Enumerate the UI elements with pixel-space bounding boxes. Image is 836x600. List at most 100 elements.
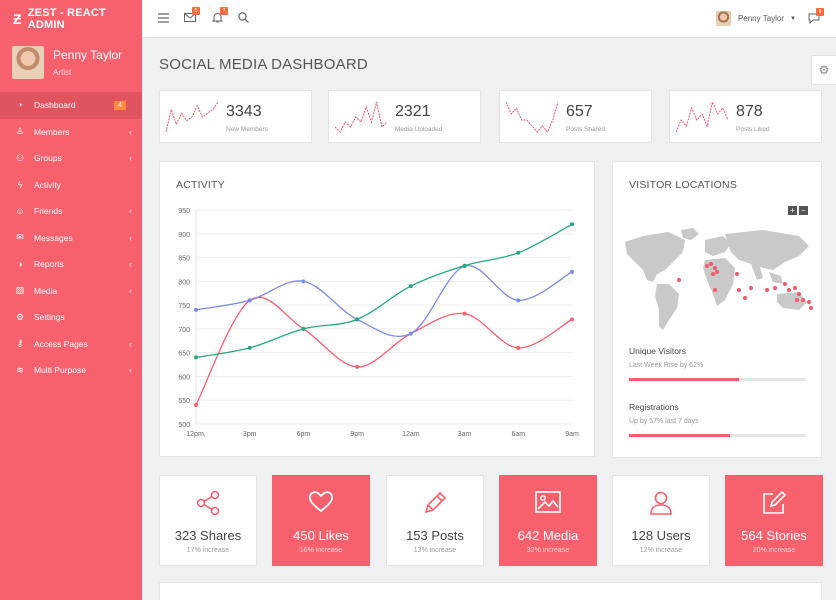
world-map[interactable] xyxy=(613,222,823,342)
data-point[interactable] xyxy=(570,317,574,322)
profile-role: Artist xyxy=(53,68,72,77)
sidebar-item-label: Groups xyxy=(34,153,62,164)
sidebar: Ƶ ZEST - REACT ADMIN Penny Taylor Artist… xyxy=(0,0,142,600)
data-point[interactable] xyxy=(301,279,306,284)
progress-fill xyxy=(629,434,730,437)
social-card-user[interactable]: 128 Users 12% increase xyxy=(612,475,710,566)
stat-label: Media Uploaded xyxy=(395,126,443,133)
social-value: 153 Posts xyxy=(406,528,464,543)
stat-card-media-uploaded[interactable]: 2321 Media Uploaded xyxy=(328,90,481,143)
social-card-image[interactable]: 642 Media 32% increase xyxy=(499,475,597,566)
data-point[interactable] xyxy=(570,269,574,274)
x-tick-label: 6am xyxy=(511,431,525,438)
social-card-heart[interactable]: 450 Likes 16% increase xyxy=(272,475,370,566)
sidebar-item-messages[interactable]: ✉ Messages ‹ xyxy=(0,225,142,252)
y-tick-label: 800 xyxy=(178,279,190,286)
social-card-share[interactable]: 323 Shares 17% increase xyxy=(159,475,257,566)
sidebar-item-friends[interactable]: ☺ Friends ‹ xyxy=(0,198,142,225)
zoom-in-button[interactable]: + xyxy=(788,206,797,215)
bell-icon[interactable]: 7 xyxy=(211,7,228,26)
chat-badge: 9 xyxy=(816,8,824,16)
visitor-title: VISITOR LOCATIONS xyxy=(629,179,738,191)
series-line-1 xyxy=(195,265,573,338)
brand-name: ZEST - REACT ADMIN xyxy=(27,7,106,31)
x-tick-label: 9pm xyxy=(350,431,364,438)
data-point[interactable] xyxy=(516,345,521,350)
activity-chart: 500 550 600 650 700 750 800 850 900 950 12pm, 3pm 6p… xyxy=(178,208,579,438)
sparkline xyxy=(335,101,387,133)
data-point[interactable] xyxy=(355,317,360,322)
social-value: 128 Users xyxy=(631,528,691,543)
data-point[interactable] xyxy=(194,402,198,407)
edit-icon xyxy=(726,490,822,516)
data-point[interactable] xyxy=(462,263,467,268)
data-point[interactable] xyxy=(516,298,521,303)
data-point[interactable] xyxy=(194,307,198,312)
caret-down-icon: ▼ xyxy=(790,15,796,22)
sidebar-item-groups[interactable]: ⚇ Groups ‹ xyxy=(0,145,142,172)
stat-card-posts-shared[interactable]: 657 Posts Shared xyxy=(499,90,652,143)
brand[interactable]: Ƶ ZEST - REACT ADMIN xyxy=(0,0,142,38)
data-point[interactable] xyxy=(516,250,521,255)
x-tick-label: 3pm xyxy=(243,431,257,438)
data-point[interactable] xyxy=(408,284,413,289)
y-tick-label: 950 xyxy=(178,208,190,215)
sidebar-item-members[interactable]: ♙ Members ‹ xyxy=(0,119,142,146)
sidebar-item-reports[interactable]: ◑ Reports ‹ xyxy=(0,251,142,278)
mail-icon[interactable]: 5 xyxy=(184,7,200,26)
data-point[interactable] xyxy=(355,364,360,369)
image-icon xyxy=(500,490,596,514)
settings-gear-tab[interactable]: ⚙ xyxy=(811,55,836,85)
user-menu[interactable]: Penny Taylor ▼ xyxy=(715,11,796,26)
x-tick-label: 3am xyxy=(458,431,472,438)
progress-bar xyxy=(629,378,806,381)
stat-label: Posts Liked xyxy=(736,126,770,133)
sidebar-item-dashboard[interactable]: ◔ Dashboard 4 xyxy=(0,92,142,119)
stat-card-posts-liked[interactable]: 878 Posts Liked xyxy=(669,90,822,143)
gear-icon: ⚙ xyxy=(15,311,25,322)
sidebar-item-activity[interactable]: ϟ Activity xyxy=(0,172,142,199)
y-tick-label: 650 xyxy=(178,351,190,358)
sidebar-item-settings[interactable]: ⚙ Settings xyxy=(0,304,142,331)
social-card-pencil[interactable]: 153 Posts 13% increase xyxy=(386,475,484,566)
data-point[interactable] xyxy=(570,222,574,227)
search-icon[interactable] xyxy=(238,12,249,26)
hamburger-menu-icon[interactable] xyxy=(158,12,169,26)
social-card-edit[interactable]: 564 Stories 20% increase xyxy=(725,475,823,566)
series-line-0 xyxy=(195,296,573,406)
user-icon xyxy=(613,490,709,516)
chat-icon[interactable]: 9 xyxy=(808,8,824,27)
data-point[interactable] xyxy=(301,326,306,331)
avatar[interactable] xyxy=(12,46,44,79)
sidebar-item-label: Friends xyxy=(34,206,63,217)
chevron-left-icon: ‹ xyxy=(129,232,132,243)
sidebar-item-access-pages[interactable]: ⚷ Access Pages ‹ xyxy=(0,331,142,358)
social-value: 450 Likes xyxy=(293,528,349,543)
page-title: SOCIAL MEDIA DASHBOARD xyxy=(159,56,368,73)
sidebar-item-label: Messages xyxy=(34,232,73,243)
data-point[interactable] xyxy=(408,331,413,336)
sidebar-item-label: Multi Purpose xyxy=(34,365,86,376)
progress-label: Unique Visitors xyxy=(629,346,687,356)
stat-card-new-members[interactable]: 3343 New Members xyxy=(159,90,312,143)
social-subtext: 32% increase xyxy=(526,547,570,554)
visitor-locations-card: VISITOR LOCATIONS + − Unique Visitors La xyxy=(612,161,822,458)
data-point[interactable] xyxy=(194,355,198,360)
stat-value: 3343 xyxy=(226,103,262,120)
y-tick-label: 500 xyxy=(178,422,190,429)
bell-badge: 7 xyxy=(220,7,228,15)
data-point[interactable] xyxy=(462,311,467,316)
y-tick-label: 700 xyxy=(178,327,190,334)
sidebar-item-multi-purpose[interactable]: ≋ Multi Purpose ‹ xyxy=(0,357,142,384)
zoom-out-button[interactable]: − xyxy=(799,206,808,215)
chevron-left-icon: ‹ xyxy=(129,338,132,349)
profile-name: Penny Taylor xyxy=(53,48,123,62)
sidebar-item-media[interactable]: ▨ Media ‹ xyxy=(0,278,142,305)
data-point[interactable] xyxy=(247,345,252,350)
sidebar-item-label: Settings xyxy=(34,312,65,323)
chevron-left-icon: ‹ xyxy=(129,365,132,376)
social-value: 323 Shares xyxy=(174,528,242,543)
progress-subtext: Up by 57% last 7 days xyxy=(629,418,699,425)
data-point[interactable] xyxy=(247,298,252,303)
share-icon xyxy=(160,490,256,516)
